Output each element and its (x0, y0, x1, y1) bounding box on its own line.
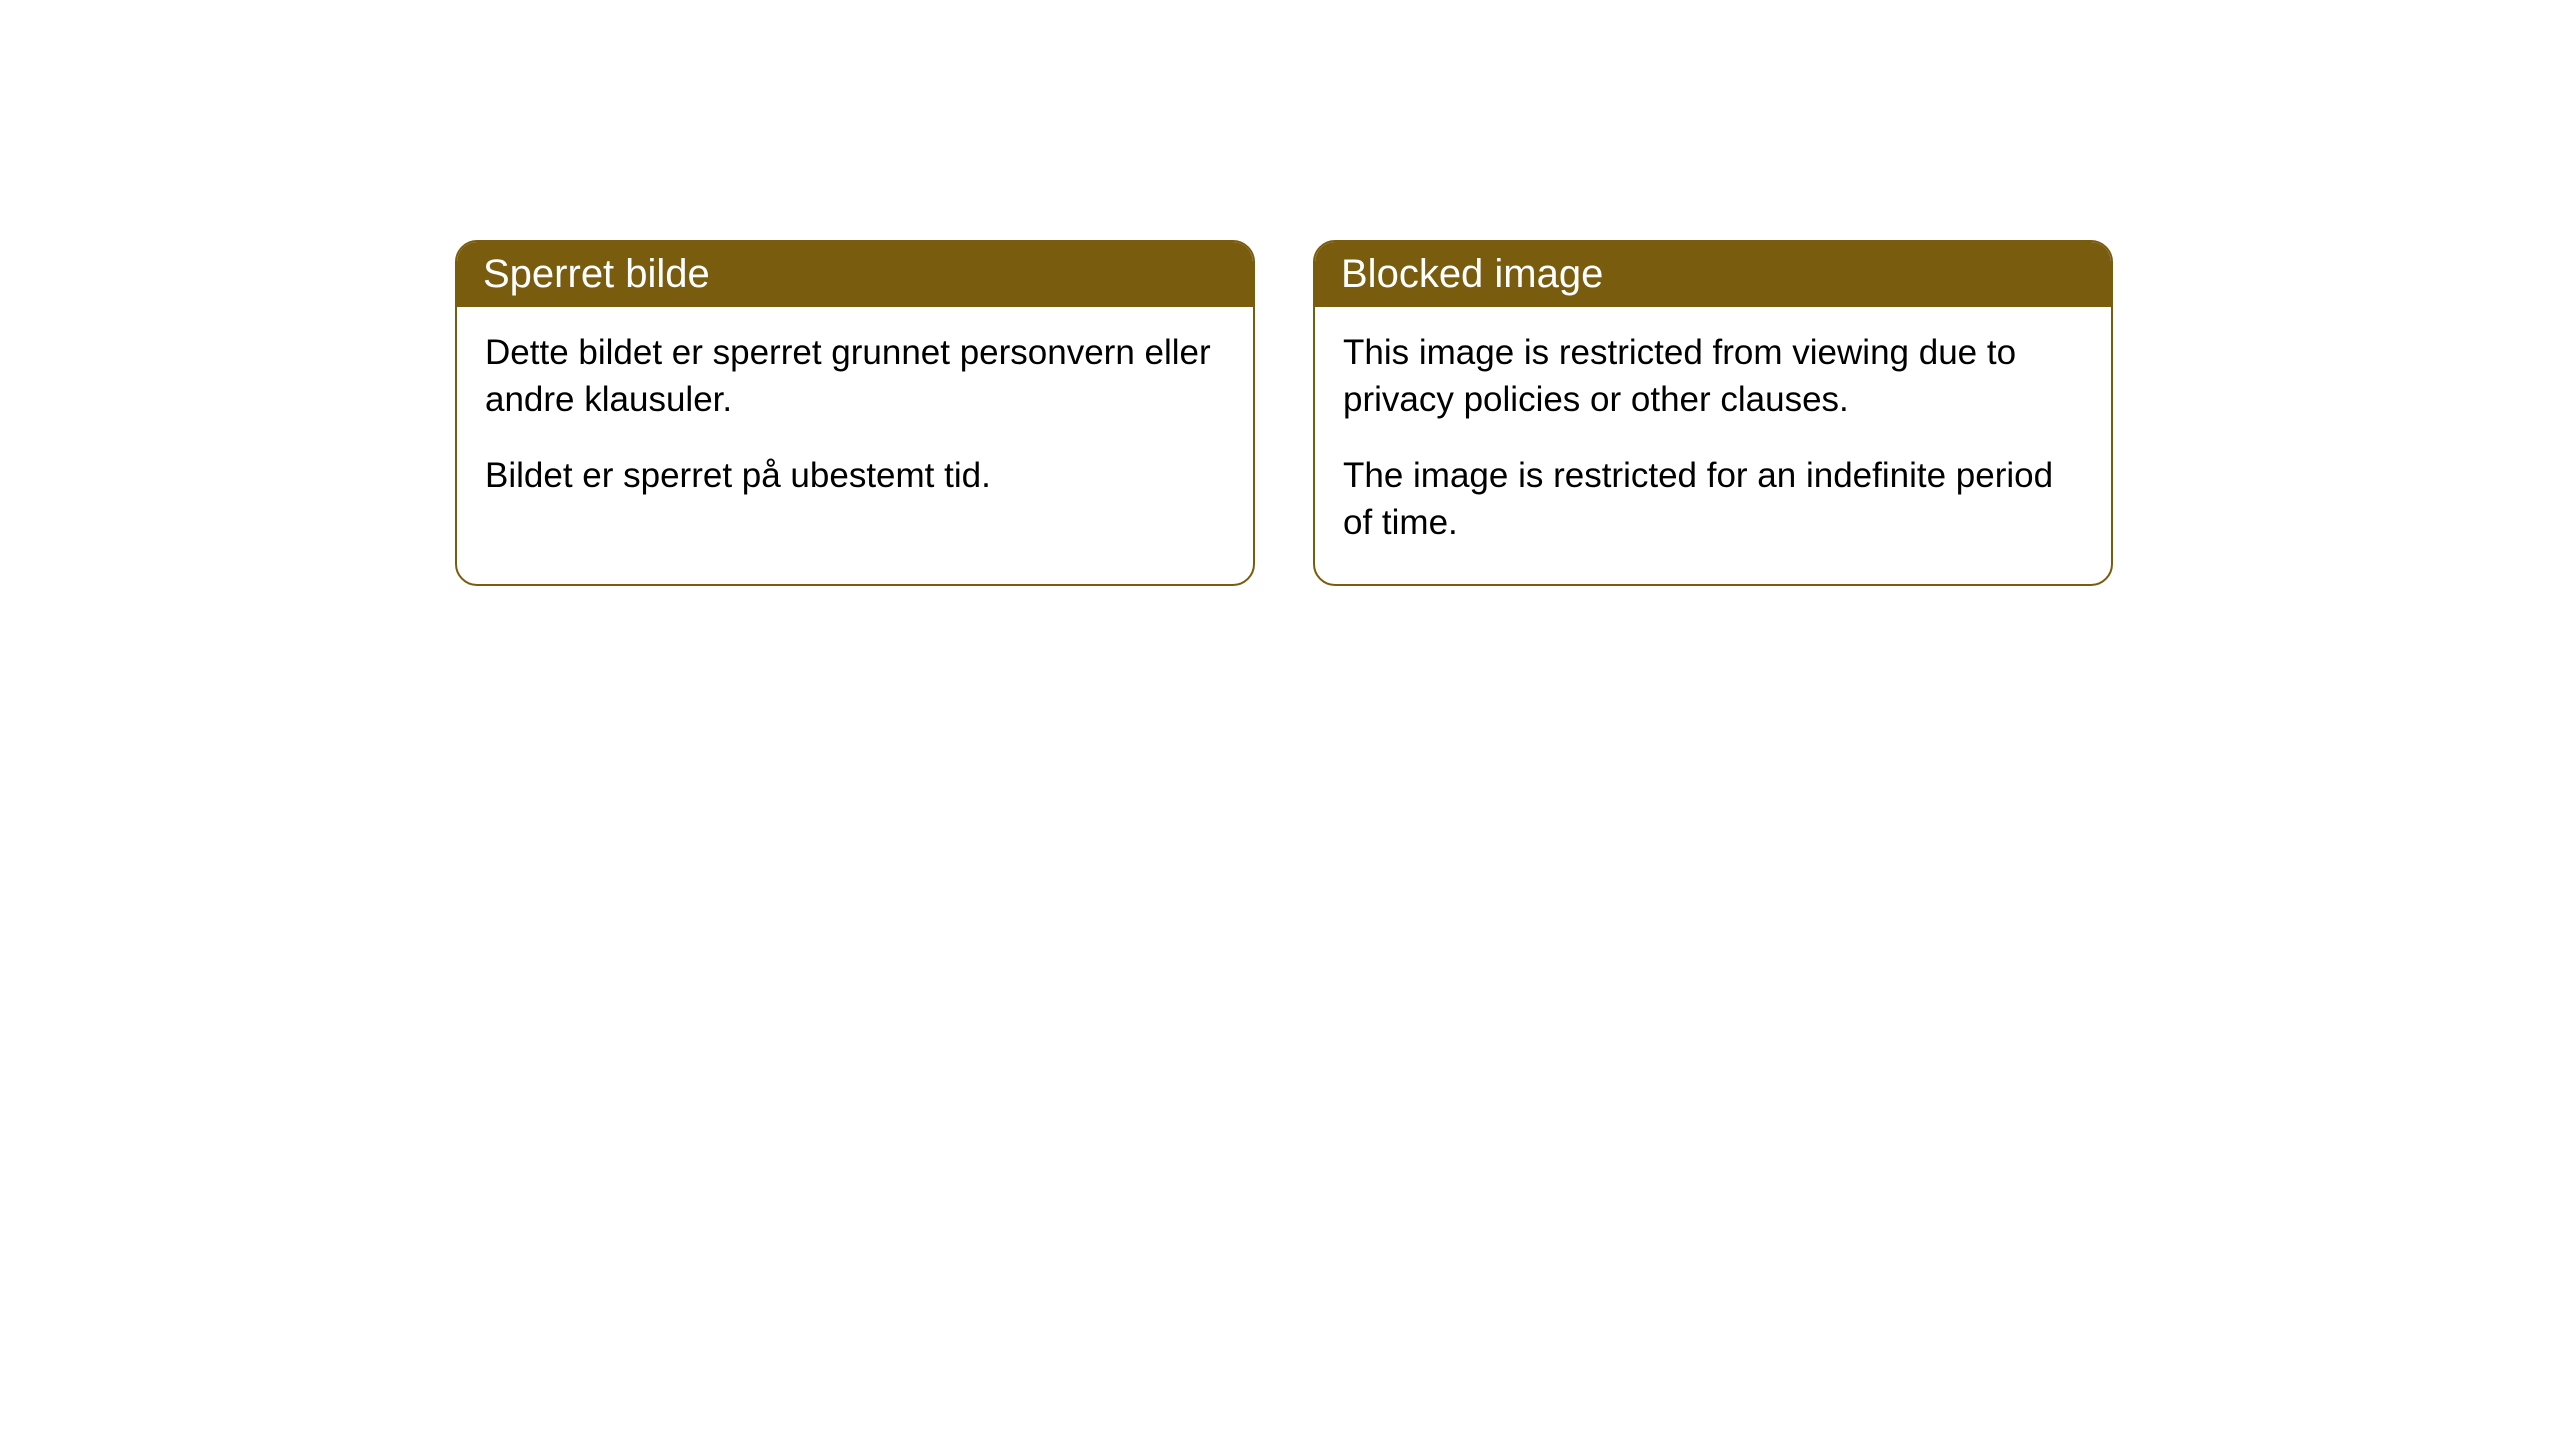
card-body-english: This image is restricted from viewing du… (1315, 307, 2111, 584)
notice-card-norwegian: Sperret bilde Dette bildet er sperret gr… (455, 240, 1255, 586)
card-header-norwegian: Sperret bilde (457, 242, 1253, 307)
notice-card-english: Blocked image This image is restricted f… (1313, 240, 2113, 586)
card-header-english: Blocked image (1315, 242, 2111, 307)
card-paragraph: Dette bildet er sperret grunnet personve… (485, 329, 1225, 424)
card-paragraph: Bildet er sperret på ubestemt tid. (485, 452, 1225, 499)
notice-cards-container: Sperret bilde Dette bildet er sperret gr… (455, 240, 2113, 586)
card-paragraph: The image is restricted for an indefinit… (1343, 452, 2083, 547)
card-paragraph: This image is restricted from viewing du… (1343, 329, 2083, 424)
card-body-norwegian: Dette bildet er sperret grunnet personve… (457, 307, 1253, 537)
